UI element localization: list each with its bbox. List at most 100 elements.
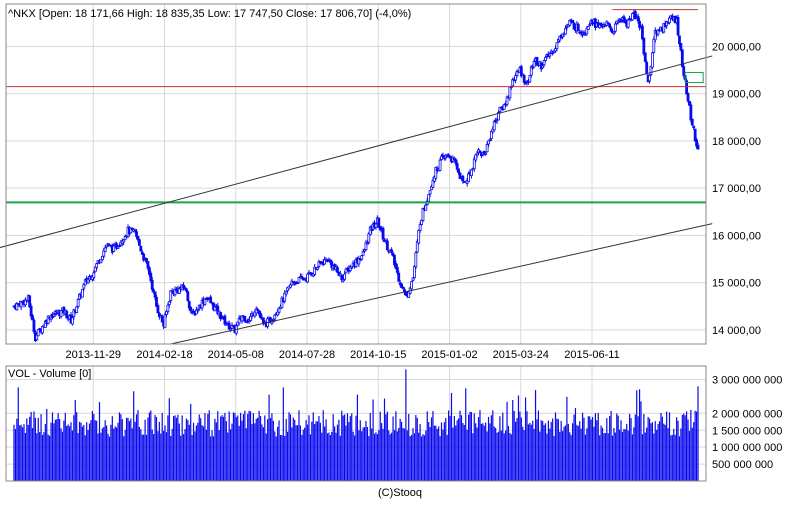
volume-bar <box>479 410 481 481</box>
volume-bar <box>596 420 598 481</box>
candle-body <box>461 175 465 182</box>
volume-bar <box>287 431 289 481</box>
volume-bar <box>76 412 78 481</box>
volume-bar <box>228 411 230 481</box>
candle-body <box>676 16 680 36</box>
volume-bar <box>13 424 15 481</box>
volume-bar <box>378 430 380 481</box>
candle-body <box>166 304 170 312</box>
candle-body <box>497 112 500 121</box>
volume-bar <box>631 434 634 481</box>
volume-bar <box>84 435 86 481</box>
candle-body <box>586 26 590 30</box>
volume-bar <box>36 433 38 481</box>
candle-body <box>229 328 233 331</box>
candle-body <box>189 306 193 311</box>
volume-bar <box>230 429 232 481</box>
volume-bar <box>153 434 155 481</box>
volume-bar <box>366 426 368 481</box>
volume-bar <box>322 410 324 481</box>
volume-bar <box>533 428 535 481</box>
volume-bar <box>44 423 46 481</box>
candle-body <box>65 310 69 319</box>
candle-body <box>470 169 473 176</box>
volume-bar <box>473 413 475 481</box>
volume-bar <box>334 426 336 481</box>
candle-body <box>237 317 241 324</box>
candle-body <box>421 208 425 221</box>
volume-bar <box>620 420 622 481</box>
volume-bar <box>603 433 605 481</box>
candle-body <box>71 317 74 325</box>
volume-bar <box>221 415 223 481</box>
volume-bar <box>409 436 411 481</box>
candle-body <box>103 247 107 252</box>
volume-bar <box>308 415 310 481</box>
volume-bar <box>523 430 525 481</box>
volume-bar <box>311 421 313 481</box>
volume-bar <box>200 418 202 481</box>
candle-body <box>341 279 345 282</box>
candle-body <box>15 303 19 311</box>
candle-body <box>417 230 421 244</box>
volume-bar <box>584 434 587 481</box>
volume-bar <box>581 412 584 481</box>
volume-bar <box>78 421 81 481</box>
volume-bar <box>687 419 689 481</box>
volume-bar <box>113 428 115 481</box>
volume-bar <box>214 418 216 481</box>
candle-body <box>455 163 459 170</box>
volume-bar <box>16 418 18 481</box>
volume-bar <box>97 433 99 481</box>
candle-body <box>585 27 589 35</box>
volume-bar <box>192 422 195 481</box>
candle-body <box>572 22 576 30</box>
candle-body <box>685 80 688 95</box>
volume-bar <box>624 429 626 481</box>
volume-bar <box>167 415 169 481</box>
candle-body <box>613 23 617 32</box>
volume-bar <box>630 418 632 481</box>
volume-bar <box>217 411 219 481</box>
x-tick-label: 2013-11-29 <box>66 349 121 361</box>
x-tick-label: 2014-05-08 <box>208 349 264 361</box>
candle-body <box>648 75 651 82</box>
volume-bar <box>272 420 274 481</box>
volume-bar <box>653 433 655 481</box>
volume-bar <box>125 417 128 481</box>
volume-bar <box>298 410 300 481</box>
volume-bar <box>47 434 49 481</box>
volume-bar <box>224 412 226 481</box>
x-tick-label: 2014-02-18 <box>136 349 192 361</box>
volume-bar <box>171 428 173 481</box>
volume-bar <box>395 411 397 481</box>
candle-body <box>535 57 539 66</box>
candle-body <box>522 74 526 83</box>
candle-body <box>636 16 640 22</box>
candle-body <box>498 106 502 112</box>
volume-bar <box>520 417 522 481</box>
candle-body <box>316 267 319 270</box>
volume-bar <box>462 422 464 481</box>
volume-bar <box>215 422 217 481</box>
volume-bar <box>158 421 160 481</box>
volume-bar <box>429 427 431 481</box>
candle-body <box>448 155 452 159</box>
volume-bar <box>403 428 406 481</box>
candle-body <box>196 309 200 312</box>
volume-bar <box>694 410 696 481</box>
volume-bar <box>497 431 500 481</box>
volume-bar <box>676 417 678 481</box>
price-panel-frame <box>5 3 707 345</box>
candle-body <box>381 227 385 240</box>
volume-bar <box>137 410 139 481</box>
candle-body <box>216 305 220 315</box>
volume-bar <box>547 420 549 481</box>
volume-bar <box>638 389 641 481</box>
candle-body <box>415 241 419 253</box>
volume-bar <box>93 414 95 481</box>
volume-bar <box>467 414 470 481</box>
volume-bar <box>50 422 52 481</box>
volume-bar <box>648 418 651 481</box>
candle-body <box>82 284 86 289</box>
